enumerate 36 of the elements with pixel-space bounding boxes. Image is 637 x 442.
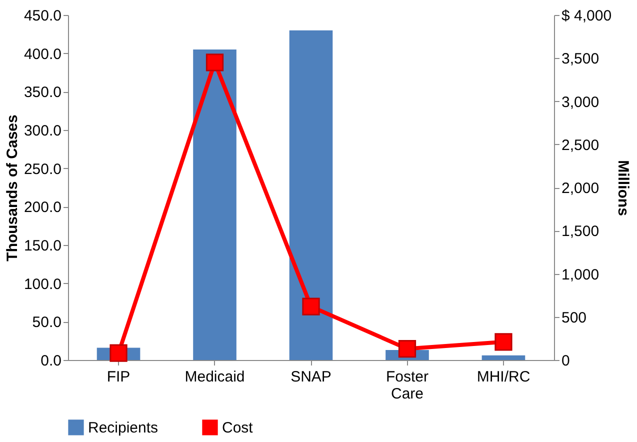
point — [398, 340, 416, 358]
y2-tick-label: 2,000 — [562, 180, 600, 197]
point — [302, 298, 320, 316]
legend-label: Recipients — [88, 419, 158, 436]
y-axis-title: Thousands of Cases — [4, 114, 21, 262]
y2-tick-label: 3,000 — [562, 94, 600, 111]
y2-axis-title: Millions — [614, 160, 632, 216]
y-tick-label: 0.0 — [40, 352, 62, 370]
y2-tick-label: 2,500 — [562, 136, 600, 154]
y-tick-label: 150.0 — [24, 238, 62, 254]
y-tick-label: 450.0 — [24, 8, 62, 24]
point — [494, 333, 512, 351]
y-tick-label: 400.0 — [24, 46, 62, 63]
bar — [482, 355, 526, 360]
point — [110, 344, 128, 362]
y-tick-label: 100.0 — [24, 276, 62, 293]
x-tick-label: Medicaid — [184, 368, 245, 386]
x-tick-label: FIP — [106, 368, 130, 386]
x-tick-label: SNAP — [290, 368, 332, 386]
y-tick-label: 350.0 — [24, 84, 62, 102]
x-tick-label: Foster Care — [386, 368, 428, 402]
y2-tick-label: 500 — [562, 309, 587, 326]
y-tick-label: 50.0 — [32, 314, 62, 332]
y-tick-label: 250.0 — [24, 160, 62, 178]
y2-tick-label: 1,500 — [562, 223, 600, 240]
legend-label: Cost — [222, 419, 254, 436]
y-tick-label: 300.0 — [24, 122, 62, 140]
y-tick-label: 200.0 — [24, 199, 62, 216]
y2-tick-label: $ 4,000 — [562, 8, 612, 24]
x-tick-label: MHI/RC — [476, 368, 530, 386]
y2-tick-label: 3,500 — [562, 50, 600, 68]
point — [206, 54, 224, 72]
y2-tick-label: 1,000 — [562, 266, 600, 284]
y2-tick-label: 0 — [562, 352, 570, 370]
bar — [193, 50, 236, 360]
bar — [289, 30, 333, 360]
